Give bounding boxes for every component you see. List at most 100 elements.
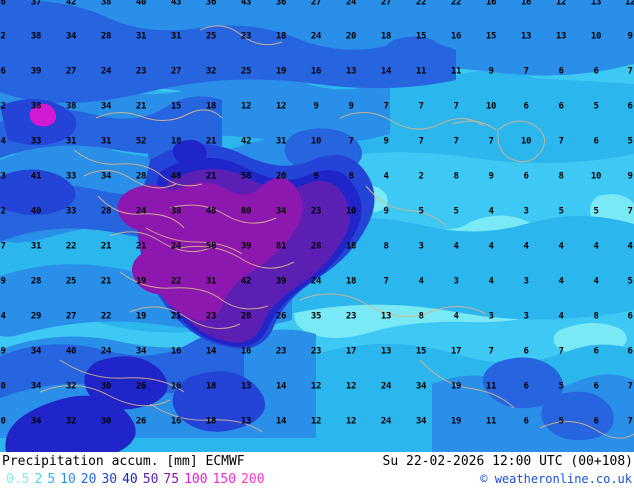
- grid-value: 16: [170, 346, 182, 357]
- grid-value: 3: [453, 276, 459, 287]
- grid-value: 24: [380, 416, 392, 427]
- grid-value: 4: [558, 311, 564, 322]
- grid-value: 22: [65, 241, 77, 252]
- grid-value: 10: [520, 136, 532, 147]
- grid-value: 9: [0, 346, 6, 357]
- grid-value: 30: [100, 416, 112, 427]
- grid-value: 5: [558, 381, 564, 392]
- grid-value: 31: [100, 136, 112, 147]
- legend-stop-50[interactable]: 50: [142, 472, 159, 487]
- grid-value: 21: [135, 101, 147, 112]
- legend-stop-75[interactable]: 75: [163, 472, 180, 487]
- grid-value: 6: [593, 416, 599, 427]
- grid-value: 39: [30, 66, 42, 77]
- grid-value: 6: [627, 101, 633, 112]
- grid-value: 31: [205, 276, 217, 287]
- legend-stop-0-5[interactable]: 0.5: [6, 472, 30, 487]
- grid-value: 2: [418, 171, 424, 182]
- forecast-timestamp: Su 22-02-2026 12:00 UTC (00+108): [382, 454, 633, 469]
- grid-value: 40: [30, 206, 42, 217]
- grid-value: 10: [485, 101, 497, 112]
- grid-value: 5: [418, 206, 424, 217]
- grid-value: 26: [275, 311, 287, 322]
- legend-scale[interactable]: 0.5 2 5 10 20 30 40 50 75 100 150 200: [6, 472, 270, 487]
- grid-value: 7: [558, 346, 564, 357]
- grid-value: 4: [488, 276, 494, 287]
- grid-value: 34: [135, 346, 147, 357]
- grid-value: 0: [0, 381, 6, 392]
- grid-value: 6: [627, 311, 633, 322]
- grid-value: 24: [100, 66, 112, 77]
- grid-value: 7: [488, 136, 494, 147]
- grid-value: 19: [275, 66, 287, 77]
- grid-value: 34: [30, 346, 42, 357]
- grid-value: 33: [30, 136, 42, 147]
- grid-value: 22: [450, 0, 462, 8]
- grid-value: 38: [30, 101, 42, 112]
- grid-value: 13: [380, 346, 392, 357]
- grid-value: 34: [100, 101, 112, 112]
- grid-value: 4: [488, 241, 494, 252]
- grid-value: 24: [135, 206, 147, 217]
- legend-stop-20[interactable]: 20: [80, 472, 97, 487]
- grid-value: 21: [100, 241, 112, 252]
- grid-value: 19: [450, 416, 462, 427]
- grid-value: 18: [205, 381, 217, 392]
- grid-value: 2: [0, 206, 6, 217]
- grid-value: 25: [65, 276, 77, 287]
- grid-value: 10: [590, 171, 602, 182]
- grid-value: 5: [627, 136, 633, 147]
- grid-value: 16: [520, 0, 532, 8]
- grid-value: 38: [170, 206, 182, 217]
- grid-value: 25: [205, 31, 217, 42]
- grid-value: 18: [345, 241, 357, 252]
- legend-stop-200[interactable]: 200: [241, 472, 265, 487]
- grid-value: 4: [383, 171, 389, 182]
- grid-value: 14: [275, 381, 287, 392]
- grid-value: 28: [100, 31, 112, 42]
- grid-value: 23: [310, 346, 322, 357]
- grid-value: 19: [135, 276, 147, 287]
- grid-value: 15: [415, 346, 427, 357]
- grid-value: 12: [624, 0, 634, 8]
- grid-value: 11: [485, 381, 497, 392]
- legend-stop-40[interactable]: 40: [122, 472, 138, 487]
- grid-value: 6: [523, 171, 529, 182]
- grid-value: 36: [205, 0, 217, 8]
- grid-value: 38: [30, 31, 42, 42]
- grid-value: 24: [170, 241, 182, 252]
- precipitation-map[interactable]: 6 37 42 38 40 43 36 43 36 27 24 27 22 22 16 16 12 13 12 2 38…: [0, 0, 634, 452]
- legend-stop-100[interactable]: 100: [184, 472, 208, 487]
- grid-value: 39: [275, 276, 287, 287]
- grid-value: 6: [558, 101, 564, 112]
- grid-value: 3: [523, 276, 529, 287]
- grid-value: 16: [170, 416, 182, 427]
- grid-value: 7: [558, 136, 564, 147]
- grid-value: 13: [345, 66, 357, 77]
- grid-value: 31: [135, 31, 147, 42]
- grid-value: 14: [380, 66, 392, 77]
- grid-value: 7: [627, 66, 633, 77]
- grid-value: 3: [488, 311, 494, 322]
- grid-value: 14: [205, 346, 217, 357]
- grid-value: 48: [170, 171, 182, 182]
- grid-value: 24: [310, 31, 322, 42]
- grid-value: 9: [313, 101, 319, 112]
- legend-stop-150[interactable]: 150: [212, 472, 237, 487]
- legend-stop-2[interactable]: 2: [34, 472, 43, 487]
- grid-value: 13: [520, 31, 532, 42]
- legend-stop-30[interactable]: 30: [101, 472, 118, 487]
- legend-stop-10[interactable]: 10: [60, 472, 76, 487]
- grid-value: 28: [135, 171, 147, 182]
- grid-value: 34: [100, 171, 112, 182]
- grid-value: 4: [0, 311, 6, 322]
- grid-value: 6: [0, 0, 6, 8]
- map-contour-canvas: [0, 0, 634, 452]
- grid-value: 8: [383, 241, 389, 252]
- grid-value: 32: [65, 416, 77, 427]
- grid-value: 6: [523, 346, 529, 357]
- grid-value: 36: [275, 0, 287, 8]
- legend-stop-5[interactable]: 5: [47, 472, 56, 487]
- grid-value: 42: [65, 0, 77, 8]
- grid-value: 58: [240, 171, 252, 182]
